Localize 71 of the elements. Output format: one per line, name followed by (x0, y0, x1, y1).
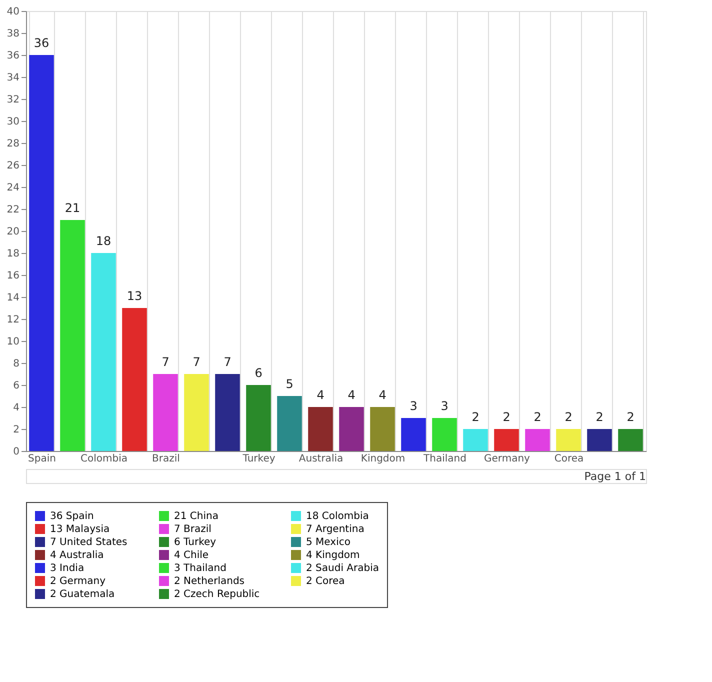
y-tick-label: 32 (6, 94, 20, 106)
data-label: 3 (440, 399, 448, 413)
legend-label: 2 Germany (50, 576, 106, 587)
legend-label: 4 Chile (174, 550, 209, 561)
legend-label: 2 Saudi Arabia (306, 563, 379, 574)
y-tick-label: 20 (6, 226, 20, 238)
x-tick-label: Kingdom (360, 454, 406, 464)
legend-label: 36 Spain (50, 511, 94, 522)
data-label: 21 (64, 201, 80, 215)
y-tick-label: 14 (6, 292, 20, 304)
x-tick-label: Colombia (80, 454, 128, 464)
y-tick-label: 40 (6, 6, 20, 18)
y-tick-label: 0 (13, 446, 20, 458)
x-tick-label: Spain (28, 454, 56, 464)
data-label: 2 (626, 410, 634, 424)
legend-label: 4 Australia (50, 550, 104, 561)
x-tick-label: Australia (298, 454, 344, 464)
data-label: 2 (596, 410, 604, 424)
x-tick-label: Thailand (422, 454, 466, 464)
legend-label: 7 Argentina (306, 524, 364, 535)
legend-label: 3 Thailand (174, 563, 226, 574)
y-tick-label: 8 (13, 358, 20, 370)
y-tick-label: 30 (6, 116, 20, 128)
x-tick-label: Germany (484, 454, 530, 464)
legend-label: 18 Colombia (306, 511, 369, 522)
legend-label: 13 Malaysia (50, 524, 110, 535)
data-label: 7 (162, 355, 170, 369)
data-label: 2 (502, 410, 510, 424)
y-tick-label: 16 (6, 270, 20, 282)
y-tick-label: 10 (6, 336, 20, 348)
data-label: 2 (564, 410, 572, 424)
y-tick-label: 2 (13, 424, 20, 436)
x-tick-label: Turkey (242, 454, 276, 464)
legend-label: 21 China (174, 511, 218, 522)
y-tick-label: 28 (6, 138, 20, 150)
data-label: 5 (286, 377, 294, 391)
legend-label: 2 Czech Republic (174, 589, 260, 600)
legend-label: 7 Brazil (174, 524, 212, 535)
legend-label: 2 Corea (306, 576, 345, 587)
x-tick-label: Corea (554, 454, 584, 464)
y-tick-label: 36 (6, 50, 20, 62)
legend-label: 6 Turkey (174, 537, 216, 548)
data-label: 4 (316, 388, 324, 402)
y-tick-label: 22 (6, 204, 20, 216)
data-label: 36 (34, 36, 50, 50)
text: Page 1 of 1 (584, 470, 646, 483)
legend-label: 2 Guatemala (50, 589, 115, 600)
y-tick-label: 18 (6, 248, 20, 260)
y-tick-label: 6 (13, 380, 20, 392)
y-tick-label: 26 (6, 160, 20, 172)
data-label: 18 (96, 234, 112, 248)
y-tick-label: 24 (6, 182, 20, 194)
data-label: 2 (534, 410, 542, 424)
data-label: 6 (254, 366, 262, 380)
legend-label: 2 Netherlands (174, 576, 244, 587)
legend-label: 3 India (50, 563, 84, 574)
data-label: 4 (348, 388, 356, 402)
data-label: 7 (192, 355, 200, 369)
y-tick-label: 34 (6, 72, 20, 84)
legend-label: 7 United States (50, 537, 128, 548)
data-label: 4 (378, 388, 386, 402)
y-tick-label: 38 (6, 28, 20, 40)
y-tick-label: 12 (6, 314, 20, 326)
legend-label: 5 Mexico (306, 537, 350, 548)
data-label: 13 (126, 289, 142, 303)
y-tick-label: 4 (13, 402, 20, 414)
data-label: 2 (472, 410, 480, 424)
x-tick-label: Brazil (152, 454, 180, 464)
data-label: 3 (410, 399, 418, 413)
data-label: 7 (224, 355, 232, 369)
legend-label: 4 Kingdom (306, 550, 360, 561)
